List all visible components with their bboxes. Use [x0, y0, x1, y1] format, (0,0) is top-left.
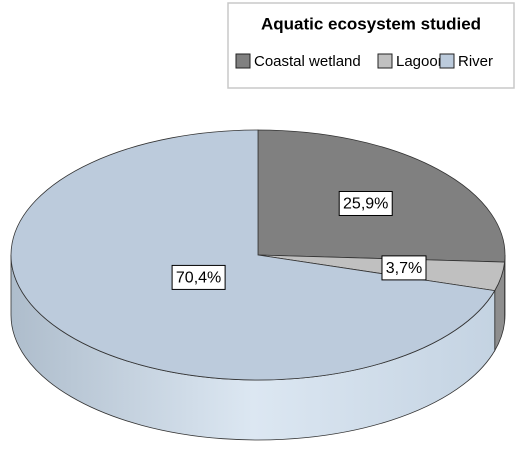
data-label: 3,7%	[386, 260, 422, 277]
pie: 25,9% 3,7% 70,4%	[10, 129, 506, 441]
legend-swatch	[235, 53, 251, 69]
legend: Coastal wetland Lagoon River	[235, 53, 493, 70]
data-label-box	[171, 264, 226, 290]
data-label: 25,9%	[343, 196, 388, 213]
data-label-box	[381, 255, 427, 281]
legend-swatch	[377, 53, 393, 69]
legend-label: River	[458, 53, 493, 70]
pie-slice	[10, 129, 496, 381]
data-label: 70,4%	[176, 270, 221, 287]
chart-title: Aquatic ecosystem studied	[261, 14, 481, 33]
data-label-box	[338, 190, 393, 216]
legend-box	[227, 2, 515, 89]
legend-label: Coastal wetland	[254, 53, 361, 70]
legend-label: Lagoon	[396, 53, 446, 70]
legend-swatch	[439, 53, 455, 69]
